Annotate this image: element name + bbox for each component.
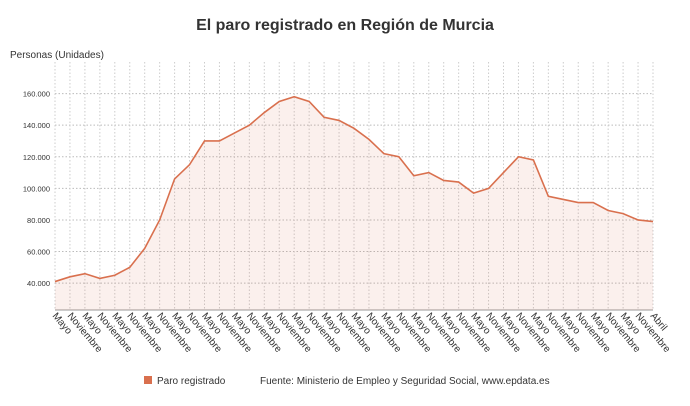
area <box>55 96 653 311</box>
y-tick-label: 60.000 <box>27 248 50 257</box>
y-axis-title: Personas (Unidades) <box>10 50 104 61</box>
y-tick-label: 160.000 <box>23 90 50 99</box>
line <box>54 95 654 283</box>
chart-title: El paro registrado en Región de Murcia <box>196 17 494 34</box>
legend-swatch <box>144 376 152 384</box>
source: Fuente: Ministerio de Empleo y Seguridad… <box>260 376 550 387</box>
y-tick-label: 120.000 <box>23 153 50 162</box>
y-tick-label: 140.000 <box>23 121 50 130</box>
y-tick-label: 40.000 <box>27 279 50 288</box>
y-tick-label: 100.000 <box>23 184 50 193</box>
y-tick-label: 80.000 <box>27 216 50 225</box>
legend-label: Paro registrado <box>157 376 226 387</box>
